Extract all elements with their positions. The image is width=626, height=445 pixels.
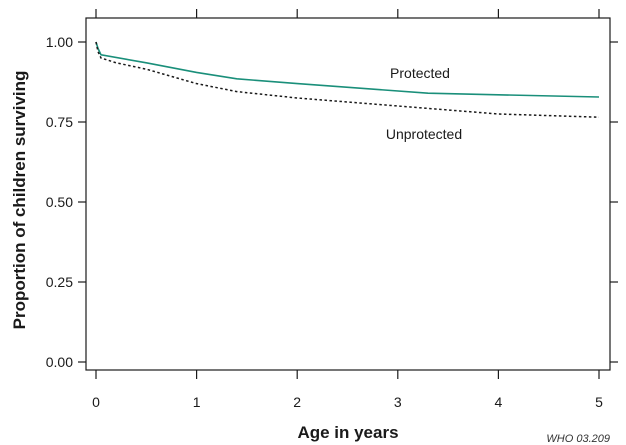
x-tick-label: 0 [92, 394, 100, 410]
series-layer [95, 41, 600, 118]
series-line-unprotected [95, 41, 600, 118]
x-tick-label: 1 [193, 394, 201, 410]
y-tick-label: 0.25 [46, 274, 73, 290]
figure-credit: WHO 03.209 [546, 433, 610, 445]
labels-layer: Age in years Proportion of children surv… [10, 65, 610, 445]
y-tick-label: 0.00 [46, 354, 73, 370]
y-tick-label: 0.50 [46, 194, 73, 210]
x-tick-label: 2 [293, 394, 301, 410]
series-label-unprotected: Unprotected [386, 126, 462, 142]
plot-frame [85, 17, 611, 371]
series-line-protected [95, 41, 600, 98]
y-tick-label: 1.00 [46, 34, 73, 50]
x-tick-label: 4 [495, 394, 503, 410]
axes: 0 1 2 3 4 5 0.00 0.25 0.50 0.75 1.00 [46, 9, 618, 410]
y-axis-title: Proportion of children surviving [10, 71, 29, 330]
x-tick-label: 3 [394, 394, 402, 410]
y-tick-label: 0.75 [46, 114, 73, 130]
series-label-protected: Protected [390, 65, 450, 81]
x-axis-title: Age in years [297, 423, 398, 442]
x-tick-label: 5 [595, 394, 603, 410]
